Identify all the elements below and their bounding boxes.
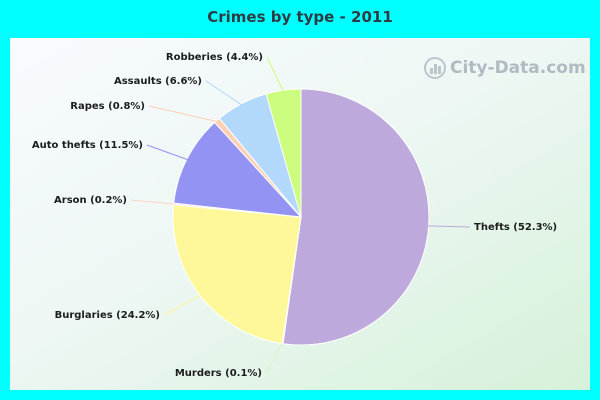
watermark: City-Data.com bbox=[424, 56, 586, 80]
slice-label: Robberies (4.4%) bbox=[166, 52, 263, 63]
watermark-text: City-Data.com bbox=[450, 58, 586, 78]
slice-label: Arson (0.2%) bbox=[54, 195, 127, 206]
chart-title: Crimes by type - 2011 bbox=[207, 8, 393, 26]
leader-line bbox=[148, 105, 219, 123]
leader-line bbox=[426, 225, 471, 228]
leader-line bbox=[205, 80, 243, 106]
pie-slice-robberies bbox=[265, 88, 302, 218]
pie-slice-burglaries bbox=[172, 204, 302, 345]
leader-line bbox=[146, 144, 189, 161]
city-data-logo-icon bbox=[424, 57, 446, 79]
slice-label: Burglaries (24.2%) bbox=[55, 310, 160, 321]
leader-line bbox=[163, 294, 203, 316]
slice-label: Murders (0.1%) bbox=[175, 368, 262, 379]
leader-line bbox=[265, 341, 284, 374]
slice-label: Rapes (0.8%) bbox=[70, 101, 145, 112]
slice-label: Thefts (52.3%) bbox=[474, 222, 557, 233]
leader-line bbox=[266, 56, 285, 93]
slice-label: Assaults (6.6%) bbox=[114, 76, 202, 87]
slice-label: Auto thefts (11.5%) bbox=[32, 140, 143, 151]
pie-slice-thefts bbox=[282, 88, 430, 346]
leader-line bbox=[130, 199, 176, 205]
